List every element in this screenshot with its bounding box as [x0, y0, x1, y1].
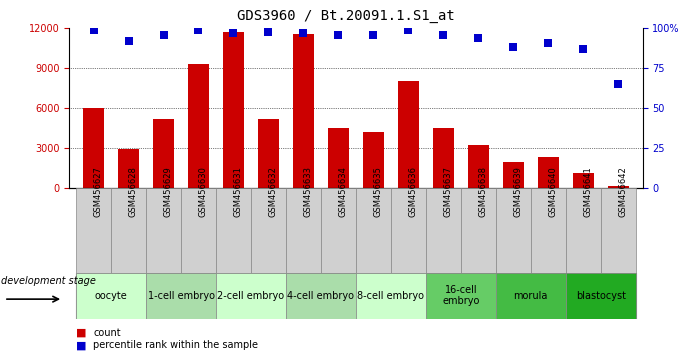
Point [298, 30, 309, 36]
Bar [216, 273, 286, 319]
Text: GSM456636: GSM456636 [408, 166, 417, 217]
Bar [251, 188, 286, 273]
Bar [216, 188, 251, 273]
Bar [426, 273, 495, 319]
Text: development stage: development stage [1, 276, 95, 286]
Point [613, 81, 624, 87]
Bar [503, 162, 524, 188]
Bar [328, 128, 349, 188]
Point [542, 40, 553, 46]
Bar [286, 273, 356, 319]
Bar [566, 273, 636, 319]
Bar [146, 188, 181, 273]
Point [508, 45, 519, 50]
Point [123, 38, 134, 44]
Text: GSM456628: GSM456628 [129, 166, 138, 217]
Bar [356, 273, 426, 319]
Bar [426, 188, 461, 273]
Bar [83, 108, 104, 188]
Bar [223, 32, 244, 188]
Point [228, 30, 239, 36]
Text: percentile rank within the sample: percentile rank within the sample [93, 340, 258, 350]
Text: GSM456632: GSM456632 [268, 166, 278, 217]
Point [438, 32, 449, 38]
Bar [146, 273, 216, 319]
Bar [538, 157, 559, 188]
Text: 8-cell embryo: 8-cell embryo [357, 291, 424, 301]
Bar [356, 188, 391, 273]
Bar [118, 149, 139, 188]
Bar [433, 128, 454, 188]
Text: GSM456631: GSM456631 [234, 166, 243, 217]
Text: GSM456637: GSM456637 [444, 166, 453, 217]
Text: 4-cell embryo: 4-cell embryo [287, 291, 354, 301]
Bar [607, 185, 629, 188]
Point [158, 32, 169, 38]
Point [88, 27, 99, 33]
Text: GDS3960 / Bt.20091.1.S1_at: GDS3960 / Bt.20091.1.S1_at [236, 9, 455, 23]
Bar [188, 64, 209, 188]
Bar [566, 188, 600, 273]
Bar [321, 188, 356, 273]
Bar [398, 81, 419, 188]
Bar [573, 173, 594, 188]
Text: GSM456627: GSM456627 [93, 166, 102, 217]
Bar [286, 188, 321, 273]
Text: GSM456635: GSM456635 [373, 166, 382, 217]
Bar [76, 188, 111, 273]
Point [473, 35, 484, 41]
Point [368, 32, 379, 38]
Bar [293, 34, 314, 188]
Text: blastocyst: blastocyst [576, 291, 625, 301]
Bar [111, 188, 146, 273]
Point [578, 46, 589, 52]
Bar [76, 273, 146, 319]
Text: GSM456640: GSM456640 [548, 166, 557, 217]
Text: GSM456633: GSM456633 [303, 166, 312, 217]
Bar [391, 188, 426, 273]
Text: GSM456639: GSM456639 [513, 166, 522, 217]
Bar [181, 188, 216, 273]
Bar [495, 188, 531, 273]
Text: 2-cell embryo: 2-cell embryo [218, 291, 285, 301]
Text: morula: morula [513, 291, 548, 301]
Bar [495, 273, 566, 319]
Bar [258, 119, 279, 188]
Point [263, 29, 274, 34]
Text: 1-cell embryo: 1-cell embryo [147, 291, 214, 301]
Text: oocyte: oocyte [95, 291, 127, 301]
Bar [153, 119, 174, 188]
Text: 16-cell
embryo: 16-cell embryo [442, 285, 480, 306]
Text: GSM456629: GSM456629 [164, 166, 173, 217]
Text: GSM456642: GSM456642 [618, 166, 627, 217]
Point [403, 27, 414, 33]
Point [193, 27, 204, 33]
Text: GSM456630: GSM456630 [198, 166, 207, 217]
Bar [461, 188, 495, 273]
Bar [531, 188, 566, 273]
Text: count: count [93, 328, 121, 338]
Text: GSM456634: GSM456634 [339, 166, 348, 217]
Text: GSM456638: GSM456638 [478, 166, 487, 217]
Bar [468, 145, 489, 188]
Bar [600, 188, 636, 273]
Point [333, 32, 344, 38]
Text: ■: ■ [76, 340, 86, 350]
Bar [363, 132, 384, 188]
Text: GSM456641: GSM456641 [583, 166, 592, 217]
Text: ■: ■ [76, 328, 86, 338]
